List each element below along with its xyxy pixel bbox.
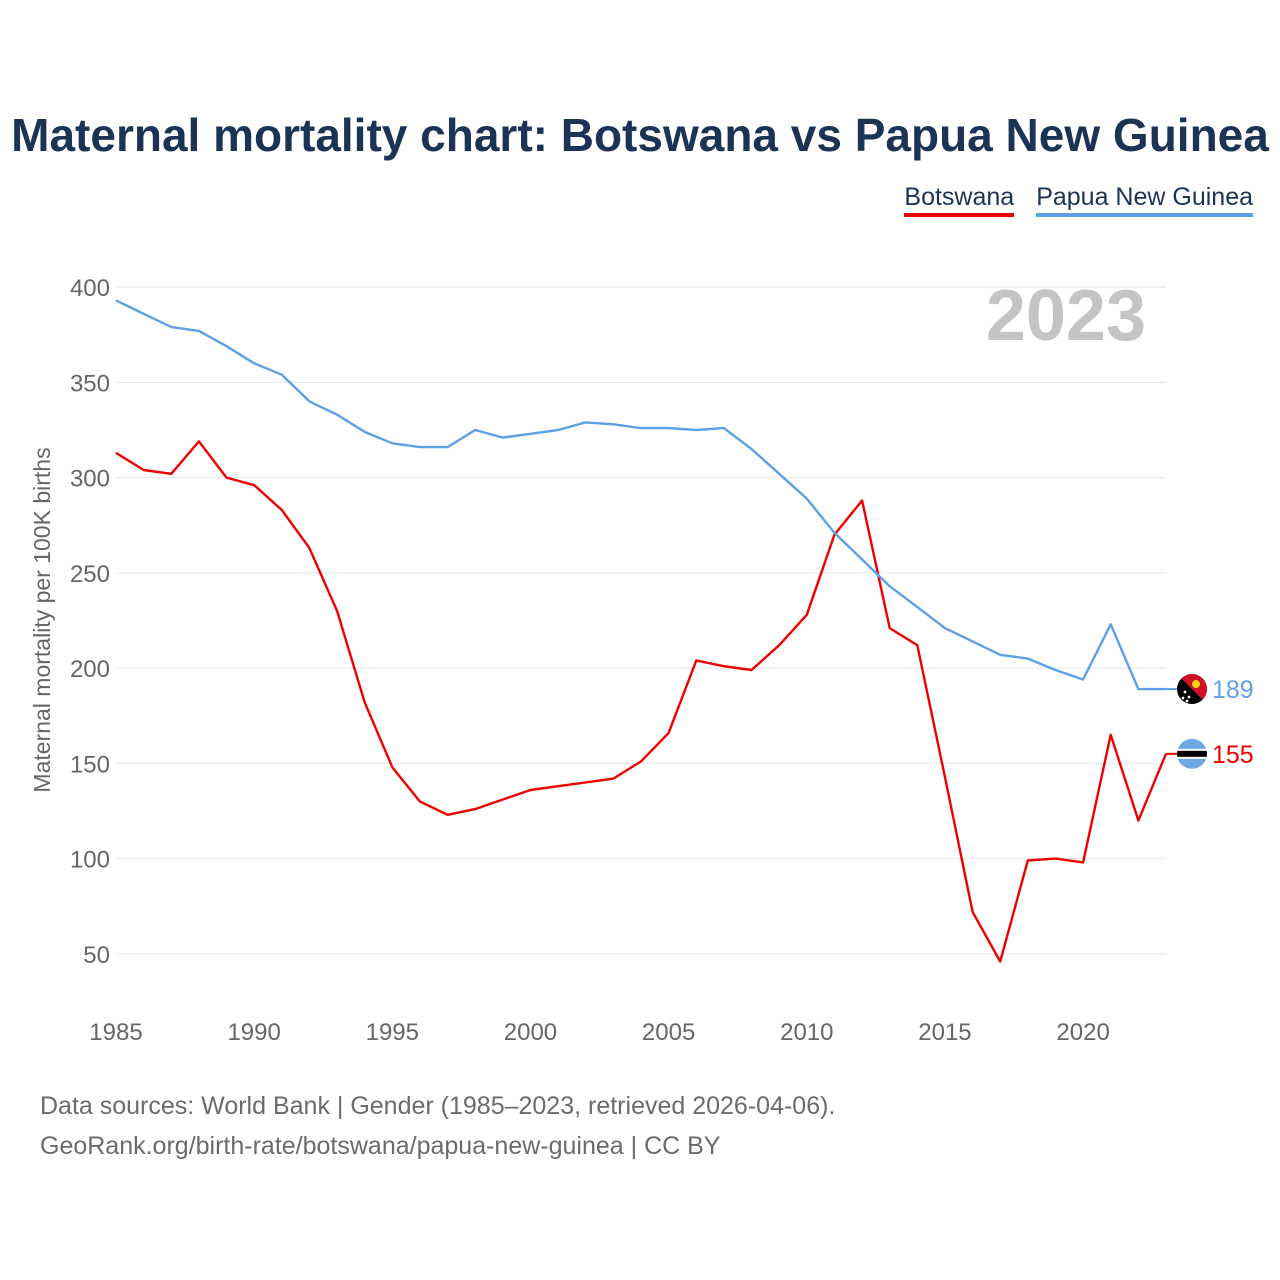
y-tick-label: 100 bbox=[70, 847, 110, 874]
end-value-label: 189 bbox=[1212, 676, 1254, 704]
y-tick-label: 200 bbox=[70, 656, 110, 683]
end-value-label: 155 bbox=[1212, 741, 1254, 769]
data-source-text: Data sources: World Bank | Gender (1985–… bbox=[40, 1092, 836, 1120]
x-tick-label: 1985 bbox=[89, 1019, 142, 1046]
x-tick-label: 2020 bbox=[1056, 1019, 1109, 1046]
x-tick-label: 2010 bbox=[780, 1019, 833, 1046]
botswana-flag-icon bbox=[1177, 738, 1207, 769]
x-tick-label: 2000 bbox=[504, 1019, 557, 1046]
chart-title: Maternal mortality chart: Botswana vs Pa… bbox=[11, 109, 1269, 161]
legend-item-papua-new-guinea[interactable]: Papua New Guinea bbox=[1036, 183, 1253, 217]
y-axis-label: Maternal mortality per 100K births bbox=[29, 447, 55, 792]
y-tick-label: 50 bbox=[83, 942, 110, 969]
x-tick-label: 2015 bbox=[918, 1019, 971, 1046]
end-labels: 155 189 bbox=[1166, 674, 1254, 769]
gridlines bbox=[116, 286, 1166, 955]
year-label: 2023 bbox=[986, 276, 1146, 356]
footer: Data sources: World Bank | Gender (1985–… bbox=[40, 1086, 835, 1166]
y-axis-ticks: 50 100 150 200 250 300 350 400 bbox=[70, 275, 110, 969]
y-tick-label: 350 bbox=[70, 370, 110, 397]
series-lines bbox=[115, 299, 1168, 963]
x-tick-label: 1995 bbox=[366, 1019, 419, 1046]
legend: Botswana Papua New Guinea bbox=[904, 183, 1253, 217]
legend-item-botswana[interactable]: Botswana bbox=[904, 183, 1015, 217]
source-url-text[interactable]: GeoRank.org/birth-rate/botswana/papua-ne… bbox=[40, 1132, 721, 1160]
x-tick-label: 2005 bbox=[642, 1019, 695, 1046]
papua-new-guinea-flag-icon bbox=[1177, 674, 1207, 705]
series-line-papua-new-guinea[interactable] bbox=[115, 299, 1166, 691]
series-line-botswana[interactable] bbox=[115, 440, 1168, 963]
y-tick-label: 400 bbox=[70, 275, 110, 302]
x-tick-label: 1990 bbox=[227, 1019, 280, 1046]
x-axis-ticks: 1985 1990 1995 2000 2005 2010 2015 2020 bbox=[89, 1019, 1109, 1046]
y-tick-label: 300 bbox=[70, 466, 110, 493]
y-tick-label: 150 bbox=[70, 751, 110, 778]
y-tick-label: 250 bbox=[70, 561, 110, 588]
